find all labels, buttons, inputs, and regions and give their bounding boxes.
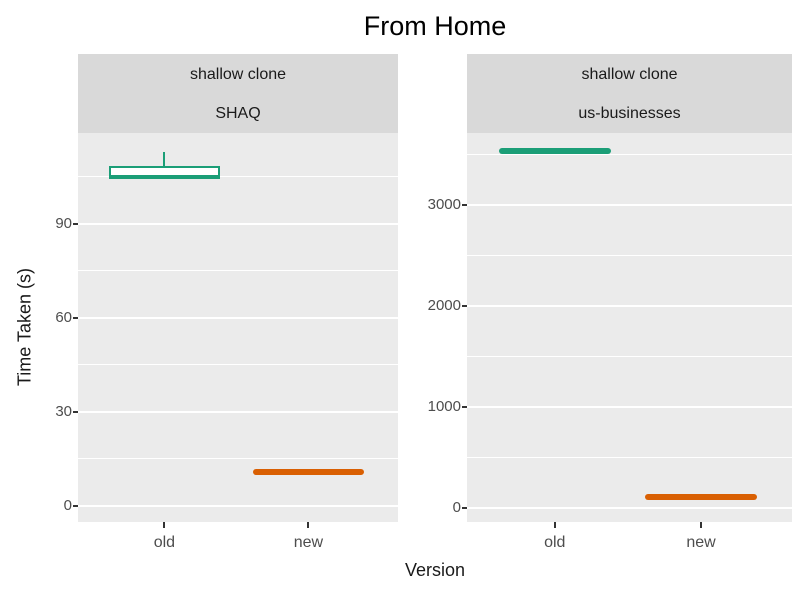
- y-tick-label: 0: [452, 498, 461, 516]
- y-tick-mark: [73, 316, 78, 319]
- x-tick-label: old: [544, 534, 566, 551]
- y-tick-mark: [462, 506, 467, 509]
- boxplot-flat-line: [253, 468, 364, 475]
- y-gridline-minor: [78, 270, 398, 272]
- y-tick-mark: [462, 204, 467, 206]
- y-tick-label: 30: [55, 402, 72, 420]
- y-gridline-major: [78, 222, 398, 225]
- strip-label-line2: SHAQ: [215, 104, 261, 122]
- strip-label-line1: shallow clone: [189, 65, 287, 83]
- facet-strip-shaq: shallow clone SHAQ: [78, 54, 398, 133]
- y-gridline-major: [467, 204, 792, 206]
- y-tick-mark: [462, 304, 467, 307]
- y-gridline-minor: [467, 456, 792, 458]
- y-gridline-minor: [78, 458, 398, 460]
- y-axis-title: Time Taken (s): [14, 267, 35, 387]
- y-tick-label: 3000: [427, 196, 461, 213]
- boxplot-whisker-upper: [163, 151, 166, 166]
- strip-label-line2: us-businesses: [578, 104, 681, 122]
- y-tick-label: 2000: [427, 296, 461, 314]
- x-tick-label: old: [153, 534, 176, 551]
- x-tick-mark: [307, 522, 310, 528]
- strip-label-line1: shallow clone: [581, 65, 678, 83]
- facet-strip-us-businesses: shallow clone us-businesses: [467, 54, 792, 133]
- y-tick-mark: [73, 222, 78, 225]
- boxplot-median: [109, 174, 220, 178]
- y-gridline-minor: [78, 176, 398, 178]
- y-tick-mark: [462, 405, 467, 408]
- y-gridline-minor: [467, 355, 792, 357]
- x-tick-mark: [553, 522, 556, 528]
- y-gridline-minor: [467, 154, 792, 155]
- boxplot-flat-line: [644, 493, 758, 500]
- plot-panel-us-businesses: [467, 133, 792, 522]
- x-axis-title: Version: [404, 560, 466, 580]
- y-tick-label: 1000: [427, 397, 461, 415]
- y-tick-label: 0: [63, 497, 72, 514]
- y-tick-mark: [73, 505, 78, 507]
- plot-panel-shaq: [78, 133, 398, 522]
- y-tick-label: 60: [55, 308, 72, 326]
- x-tick-mark: [163, 522, 166, 528]
- y-gridline-major: [78, 410, 398, 413]
- y-gridline-minor: [467, 254, 792, 256]
- y-gridline-major: [78, 505, 398, 507]
- y-gridline-major: [78, 316, 398, 319]
- x-tick-label: new: [293, 534, 324, 551]
- y-gridline-major: [467, 506, 792, 509]
- y-gridline-major: [467, 405, 792, 408]
- x-tick-mark: [700, 522, 702, 528]
- boxplot-flat-line: [498, 148, 611, 155]
- x-tick-label: new: [686, 534, 716, 551]
- y-gridline-major: [467, 304, 792, 307]
- y-gridline-minor: [78, 364, 398, 366]
- y-tick-mark: [73, 410, 78, 413]
- chart-title: From Home: [363, 11, 507, 41]
- y-tick-label: 90: [55, 214, 72, 232]
